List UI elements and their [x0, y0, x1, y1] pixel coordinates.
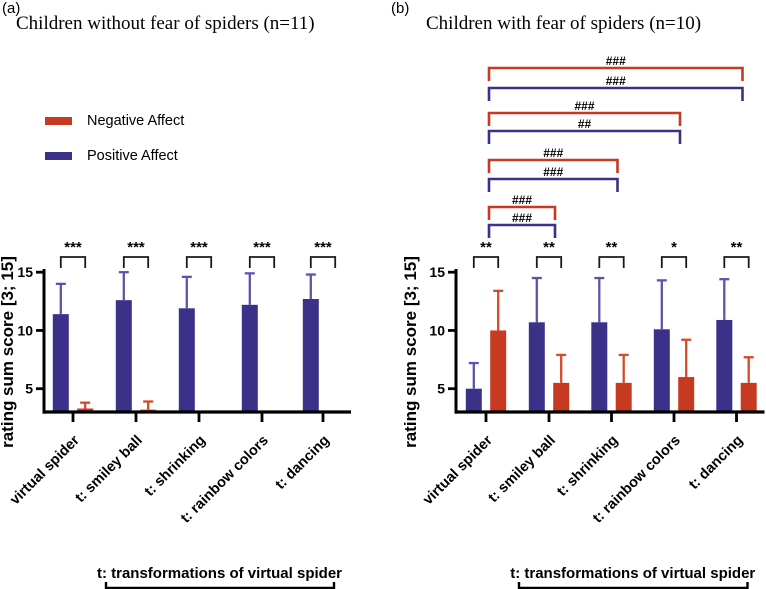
comparison-bracket [487, 223, 557, 238]
comparison-bracket-label: ### [543, 165, 563, 179]
comparison-bracket [487, 86, 744, 101]
significance-bracket [660, 256, 688, 268]
category-label: t: dancing [273, 433, 333, 493]
bar-positive-affect [653, 329, 670, 412]
category-label: virtual spider [420, 432, 496, 508]
bar-negative-affect [553, 382, 570, 412]
panel-b: 5 10 15 ** ** ** * ** ### ### ### ## ### ### ### ### vir… [383, 0, 766, 589]
significance-stars: ** [606, 239, 618, 256]
significance-bracket [185, 256, 213, 268]
bar-positive-affect [302, 298, 319, 412]
panel-b-title: Children with fear of spiders (n=10) [426, 13, 702, 34]
significance-bracket [598, 256, 625, 268]
bar-negative-affect [740, 382, 757, 412]
significance-bracket [122, 256, 150, 268]
panel-b-corner-label: (b) [391, 0, 410, 17]
y-tick-label: 10 [429, 322, 445, 338]
bar-negative-affect [615, 382, 632, 412]
legend: Negative Affect Positive Affect [45, 112, 184, 182]
comparison-bracket-label: ### [574, 99, 594, 113]
category-label: virtual spider [7, 432, 83, 508]
bar-positive-affect [241, 304, 258, 412]
positive-affect-swatch [45, 152, 72, 160]
bar-positive-affect [591, 322, 608, 412]
legend-item-negative-affect: Negative Affect [45, 112, 184, 130]
comparison-bracket-label: ### [512, 193, 532, 207]
y-axis-label: rating sum score [3; 15] [0, 256, 17, 448]
bar-positive-affect [716, 319, 733, 412]
bar-negative-affect [77, 408, 94, 412]
bar-negative-affect [678, 377, 695, 412]
y-axis-label: rating sum score [3; 15] [401, 256, 420, 448]
significance-stars: ** [731, 239, 743, 256]
significance-stars: *** [253, 239, 271, 256]
footer-bracket [517, 582, 749, 589]
comparison-bracket [487, 158, 619, 173]
comparison-bracket [487, 111, 682, 126]
bar-positive-affect [115, 300, 132, 412]
footer-bracket [104, 582, 336, 589]
category-label: t: smiley ball [72, 433, 145, 506]
significance-bracket [248, 256, 276, 268]
footer-annotation: t: transformations of virtual spider [510, 565, 755, 582]
significance-bracket [59, 256, 87, 268]
bar-positive-affect [465, 388, 482, 412]
y-tick-label: 15 [17, 264, 33, 280]
panel-a: 5 10 15 *** *** *** *** *** virtual spider t: smi… [0, 0, 351, 589]
bar-positive-affect [52, 314, 69, 412]
comparison-bracket [487, 129, 682, 144]
comparison-bracket-label: ### [543, 146, 563, 160]
comparison-bracket [487, 177, 619, 192]
comparison-bracket [487, 66, 744, 81]
category-label: t: dancing [686, 433, 746, 493]
comparison-bracket-label: ### [606, 54, 626, 68]
significance-stars: ** [480, 239, 492, 256]
significance-bracket [723, 256, 750, 268]
y-tick-label: 5 [437, 381, 445, 397]
footer-annotation: t: transformations of virtual spider [97, 565, 342, 582]
comparison-bracket [487, 205, 557, 220]
bar-positive-affect [178, 308, 195, 412]
y-tick-label: 15 [429, 264, 445, 280]
category-label: t: shrinking [142, 433, 209, 500]
significance-bracket [535, 256, 563, 268]
bar-positive-affect [528, 322, 545, 412]
comparison-bracket-label: ### [512, 211, 532, 225]
negative-affect-swatch [45, 117, 72, 125]
panel-a-title: Children without fear of spiders (n=11) [16, 13, 315, 34]
significance-stars: *** [314, 239, 332, 256]
y-tick-label: 10 [17, 322, 33, 338]
y-tick-label: 5 [25, 381, 33, 397]
significance-bracket [309, 256, 337, 268]
category-label: t: shrinking [554, 433, 621, 500]
significance-stars: *** [190, 239, 208, 256]
panel-a-corner-label: (a) [2, 0, 21, 17]
significance-stars: *** [64, 239, 82, 256]
legend-item-positive-affect: Positive Affect [45, 147, 184, 165]
comparison-bracket-label: ### [606, 74, 626, 88]
bar-negative-affect [490, 330, 507, 412]
comparison-bracket-label: ## [578, 117, 592, 131]
legend-label-negative-affect: Negative Affect [87, 113, 185, 129]
significance-stars: *** [127, 239, 145, 256]
significance-stars: ** [543, 239, 555, 256]
category-label: t: smiley ball [485, 433, 558, 506]
significance-bracket [472, 256, 500, 268]
legend-label-positive-affect: Positive Affect [87, 148, 178, 164]
significance-stars: * [671, 239, 677, 256]
